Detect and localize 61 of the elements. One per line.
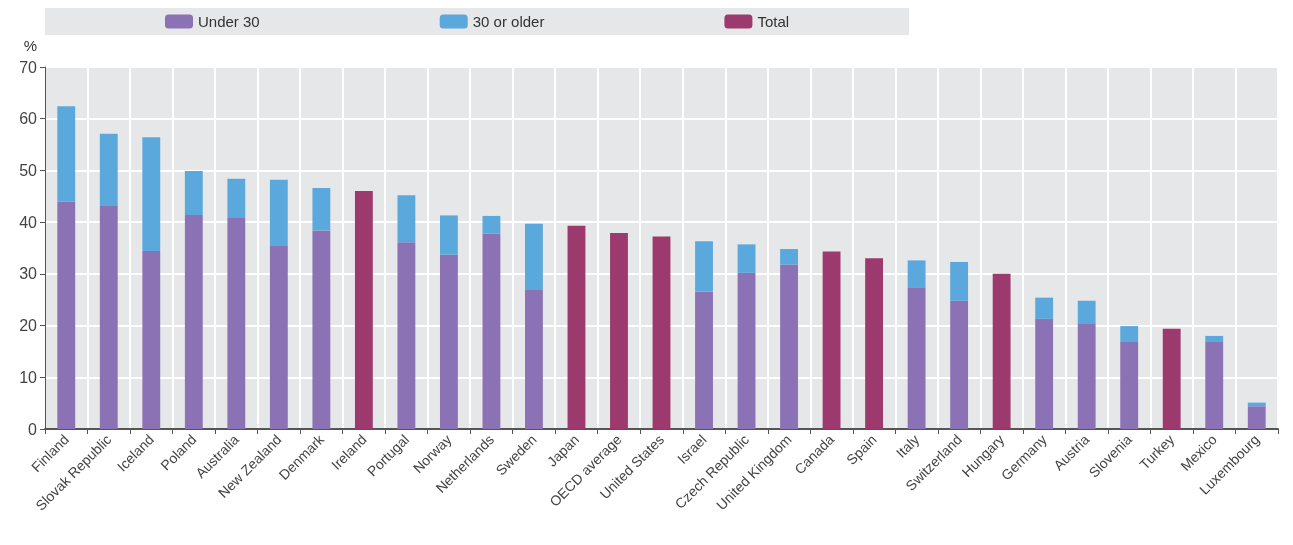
bar [439, 215, 458, 255]
bar [695, 291, 713, 429]
y-tick-label: 70 [19, 58, 38, 76]
bar [1035, 318, 1054, 429]
bar [184, 214, 203, 429]
bar [1247, 406, 1266, 429]
bar [780, 264, 798, 429]
bar [525, 223, 543, 290]
bar [482, 215, 501, 234]
y-tick-label: 0 [28, 420, 38, 438]
bar [142, 137, 161, 252]
bar [354, 191, 373, 429]
y-tick-label: 10 [19, 368, 38, 386]
bar [950, 261, 969, 301]
legend-label: Under 30 [198, 13, 260, 30]
y-tick-label: 60 [19, 110, 38, 128]
bar [269, 179, 288, 246]
bar [439, 254, 458, 429]
bar [397, 195, 416, 243]
bar [1162, 328, 1181, 429]
bar [525, 289, 543, 429]
bar [269, 245, 288, 429]
bar [1205, 335, 1224, 343]
bar [1077, 300, 1096, 325]
bar [567, 225, 586, 429]
bar [312, 230, 331, 429]
bar [227, 178, 246, 219]
bar [737, 272, 756, 429]
y-tick-label: 20 [19, 317, 38, 335]
bar [907, 287, 926, 429]
bar [99, 133, 118, 207]
bar [737, 244, 756, 273]
bar [99, 206, 118, 429]
bar [822, 251, 841, 429]
y-tick-label: 40 [19, 213, 38, 231]
bar [397, 242, 416, 429]
bar [227, 218, 246, 429]
bar [950, 300, 969, 429]
legend-label: Total [757, 13, 790, 30]
bar [780, 249, 798, 265]
bar [865, 258, 884, 429]
bar [184, 170, 203, 215]
bar [1035, 297, 1054, 319]
legend-label: 30 or older [472, 13, 545, 30]
y-axis-title: % [23, 37, 37, 54]
bar [57, 106, 76, 202]
bar [57, 201, 76, 429]
bar [482, 233, 501, 429]
bar [1120, 326, 1139, 343]
bar [695, 241, 713, 292]
bar [1120, 342, 1139, 429]
bar [652, 236, 671, 429]
bar [1077, 324, 1096, 429]
y-tick-label: 30 [19, 265, 38, 283]
y-tick-label: 50 [19, 161, 38, 179]
bar [1205, 342, 1224, 429]
bar [907, 260, 926, 288]
bar [142, 251, 161, 429]
bar [610, 233, 628, 429]
bar [992, 273, 1011, 429]
bar [312, 188, 331, 231]
